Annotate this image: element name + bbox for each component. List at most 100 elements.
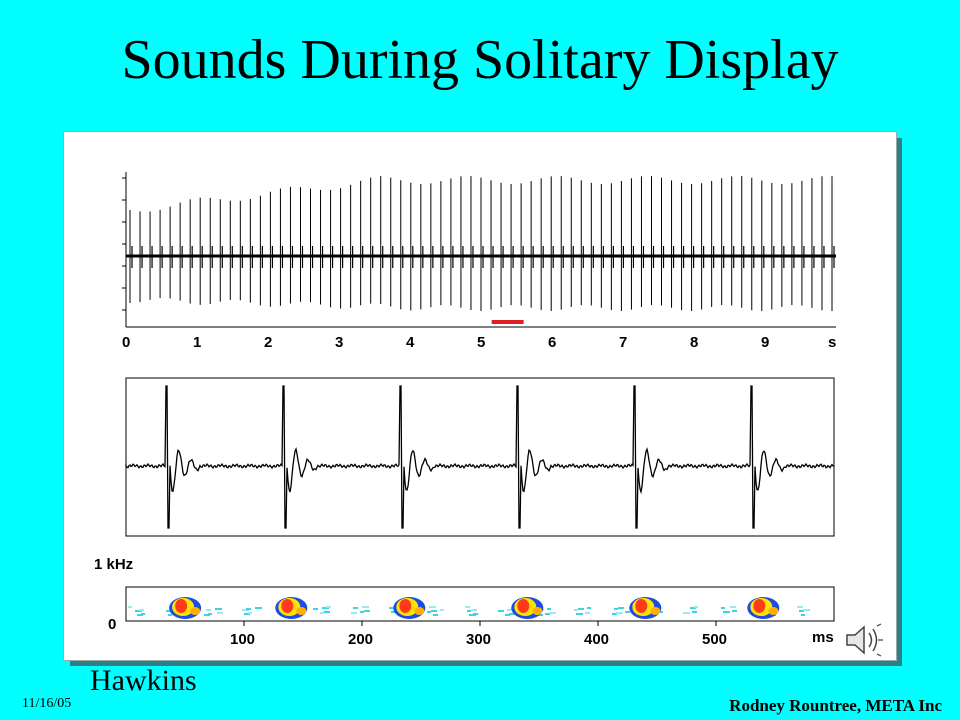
spectrogram-noise-cell [471, 609, 477, 611]
slide-date: 11/16/05 [22, 696, 72, 711]
spectrogram-noise-cell [242, 609, 249, 611]
pulse-energy-tail [532, 607, 543, 615]
spectrogram-noise-cell [509, 613, 516, 615]
spectrogram-x-unit: ms [812, 629, 834, 646]
waveform-trace [125, 385, 835, 529]
spectrogram-noise-cell [797, 606, 803, 608]
spectrogram-noise-cell [255, 607, 262, 609]
spectrogram-noise-cell [730, 606, 736, 608]
pulse-energy-peak [399, 599, 412, 613]
spectrogram-y-tick-top: 1 kHz [94, 556, 133, 573]
spectrogram-noise-cell [469, 614, 476, 616]
spectrogram-x-tick: 300 [466, 631, 491, 648]
spectrogram-noise-cell [246, 608, 251, 610]
spectrogram-noise-cell [578, 608, 584, 610]
spectrogram-x-tick: 500 [702, 631, 727, 648]
spectrogram-noise-cell [465, 606, 470, 608]
figure-svg: 0 1 2 3 4 5 6 7 8 9 s 1 kHz 0 100 200 300 400 500 ms [94, 172, 836, 648]
spectrogram-noise-cell [547, 608, 551, 610]
spectrogram-noise-cell [313, 608, 318, 610]
spectrogram-noise-cell [587, 607, 591, 609]
pulse-energy-tail [296, 607, 307, 615]
spectrogram-panel: 1 kHz 0 100 200 300 400 500 ms [94, 556, 835, 648]
spectrogram-noise-cell [248, 612, 252, 614]
spectrogram-noise-cell [803, 609, 810, 611]
oscillogram-x-tick: 9 [761, 334, 769, 351]
spectrogram-noise-cell [801, 614, 805, 616]
spectrogram-noise-cell [612, 613, 617, 615]
oscillogram-x-ticks: 0 1 2 3 4 5 6 7 8 9 [122, 177, 769, 351]
pulse-energy-peak [753, 599, 766, 613]
spectrogram-noise-cell [206, 609, 211, 611]
spectrogram-noise-cell [545, 613, 550, 615]
spectrogram-noise-cell [574, 609, 578, 611]
spectrogram-noise-cell [168, 614, 172, 616]
spectrogram-noise-cell [690, 607, 696, 609]
spectrogram-noise-cell [732, 610, 737, 612]
spectrogram-noise-cell [362, 606, 369, 608]
pulse-energy-tail [414, 607, 425, 615]
spectrogram-noise-cell [244, 613, 250, 615]
spectrogram-noise-cell [128, 606, 132, 608]
spectrogram-noise-cell [135, 610, 142, 612]
slide-title: Sounds During Solitary Display [121, 29, 839, 91]
spectrogram-noise-cell [799, 610, 804, 612]
spectrogram-x-tick: 100 [230, 631, 255, 648]
oscillogram-x-tick: 8 [690, 334, 698, 351]
spectrogram-noise-cell [431, 610, 437, 612]
spectrogram-noise-cell [723, 611, 730, 613]
oscillogram-panel: 0 1 2 3 4 5 6 7 8 9 s [122, 172, 836, 351]
oscillogram-x-tick: 0 [122, 334, 130, 351]
spectrogram-noise-cell [139, 609, 144, 611]
oscillogram-x-tick: 5 [477, 334, 485, 351]
pulse-energy-tail [650, 607, 661, 615]
spectrogram-noise-cell [721, 607, 725, 609]
spectrogram-noise-cell [614, 608, 618, 610]
pulse-energy-peak [281, 599, 294, 613]
spectrogram-noise-cell [320, 612, 324, 614]
pulse-energy-peak [175, 599, 188, 613]
highlight-bar [491, 320, 524, 324]
spectrogram-noise-cell [433, 614, 438, 616]
spectrogram-noise-cell [549, 612, 556, 614]
spectrogram-y-tick-bottom: 0 [108, 616, 116, 633]
spectrogram-x-tick: 200 [348, 631, 373, 648]
spectrogram-noise-cell [215, 608, 222, 610]
pulse-energy-tail [768, 607, 779, 615]
spectrogram-noise-cell [625, 611, 630, 613]
spectrogram-noise-cell [473, 613, 478, 615]
spectrogram-frame [125, 586, 835, 622]
spectrogram-noise-cell [692, 611, 697, 613]
spectrogram-noise-cell [507, 609, 511, 611]
speaker-icon[interactable] [844, 622, 884, 658]
oscillogram-x-unit: s [828, 334, 836, 351]
oscillogram-x-tick: 6 [548, 334, 556, 351]
spectrogram-noise-cell [208, 613, 212, 615]
pulse-energy-tail [190, 607, 201, 615]
spectrogram-noise-cell [322, 607, 329, 609]
spectrogram-noise-cell [326, 606, 331, 608]
spectrogram-noise-cell [351, 612, 357, 614]
oscillogram-x-tick: 3 [335, 334, 343, 351]
oscillogram-trace [129, 176, 835, 311]
spectrogram-noise-cell [353, 607, 358, 609]
spectrogram-noise-cell [217, 612, 223, 614]
oscillogram-x-tick: 7 [619, 334, 627, 351]
spectrogram-noise-cell [440, 609, 444, 611]
spectrogram-noise-cell [618, 607, 624, 609]
author-name: Hawkins [90, 664, 197, 697]
oscillogram-x-tick: 1 [193, 334, 201, 351]
spectrogram-noise-cell [429, 606, 436, 608]
spectrogram-noise-cell [585, 612, 590, 614]
spectrogram-noise-cell [498, 610, 504, 612]
spectrogram-noise-cell [683, 612, 690, 614]
waveform-frame [125, 377, 835, 537]
spectrogram-noise-cell [694, 606, 698, 608]
spectrogram-noise-cell [616, 612, 623, 614]
spectrogram-noise-cell [576, 613, 583, 615]
spectrogram-noise-cell [505, 614, 510, 616]
slide-credit: Rodney Rountree, META Inc [729, 696, 942, 715]
oscillogram-x-tick: 4 [406, 334, 415, 351]
spectrogram-x-ticks: 100 200 300 400 500 [230, 621, 727, 648]
figure-panel: 0 1 2 3 4 5 6 7 8 9 s 1 kHz 0 100 200 300 400 500 ms [63, 131, 897, 661]
